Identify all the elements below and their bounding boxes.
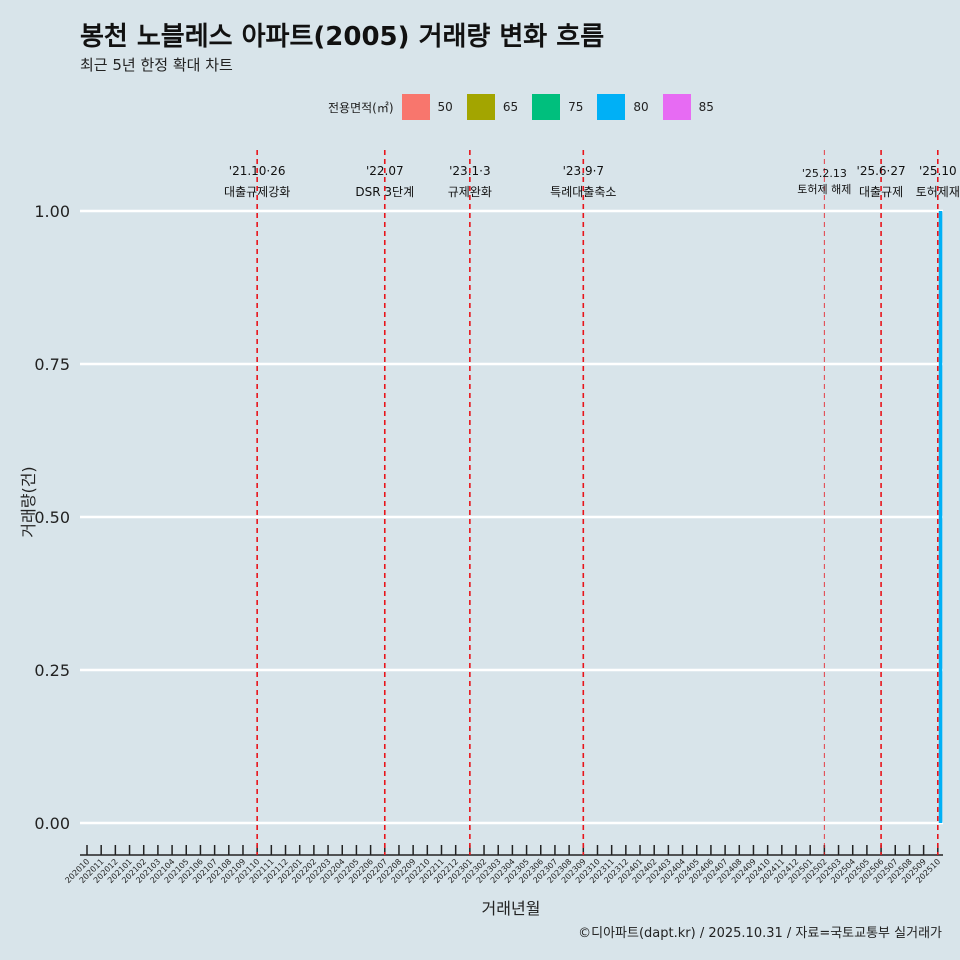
x-axis-title: 거래년월 <box>482 899 541 918</box>
legend-label: 80 <box>633 100 649 114</box>
event-label: 대출규제강화 <box>224 185 290 199</box>
legend-swatch <box>466 94 495 120</box>
chart-subtitle: 최근 5년 한정 확대 차트 <box>80 56 233 74</box>
event-date: '23.1·3 <box>449 164 490 178</box>
event-label: DSR 3단계 <box>355 185 414 199</box>
legend-title: 전용면적(㎡) <box>328 100 394 115</box>
bar <box>938 211 943 823</box>
event-date: '22.07 <box>366 164 404 178</box>
event-label: 특례대출축소 <box>550 185 616 199</box>
legend-label: 75 <box>568 100 584 114</box>
event-date: '25.10 <box>919 164 957 178</box>
legend-label: 50 <box>437 100 453 114</box>
legend-swatch <box>662 94 691 120</box>
y-tick-label: 1.00 <box>34 202 70 221</box>
event-date: '21.10·26 <box>229 164 286 178</box>
chart-title: 봉천 노블레스 아파트(2005) 거래량 변화 흐름 <box>80 22 605 52</box>
y-tick-label: 0.00 <box>34 814 70 833</box>
legend-swatch <box>401 94 430 120</box>
y-axis-title: 거래량(건) <box>19 466 38 537</box>
event-date: '25.6·27 <box>857 164 906 178</box>
y-tick-label: 0.25 <box>34 661 70 680</box>
event-label: 토허제 해제 <box>797 182 851 196</box>
event-date: '25.2.13 <box>802 167 847 180</box>
legend: 전용면적(㎡) 50 65 75 80 85 <box>328 94 728 120</box>
legend-label: 65 <box>502 100 519 114</box>
caption: ©디아파트(dapt.kr) / 2025.10.31 / 자료=국토교통부 실… <box>578 926 942 941</box>
legend-swatch <box>532 94 561 120</box>
legend-swatch <box>597 94 626 120</box>
event-label: 대출규제 <box>859 185 903 199</box>
event-label: 토허제재 <box>916 185 960 199</box>
event-date: '23.9·7 <box>563 164 604 178</box>
y-tick-label: 0.50 <box>34 508 70 527</box>
y-tick-label: 0.75 <box>34 355 70 374</box>
legend-label: 85 <box>698 100 714 114</box>
event-label: 규제완화 <box>448 185 492 199</box>
